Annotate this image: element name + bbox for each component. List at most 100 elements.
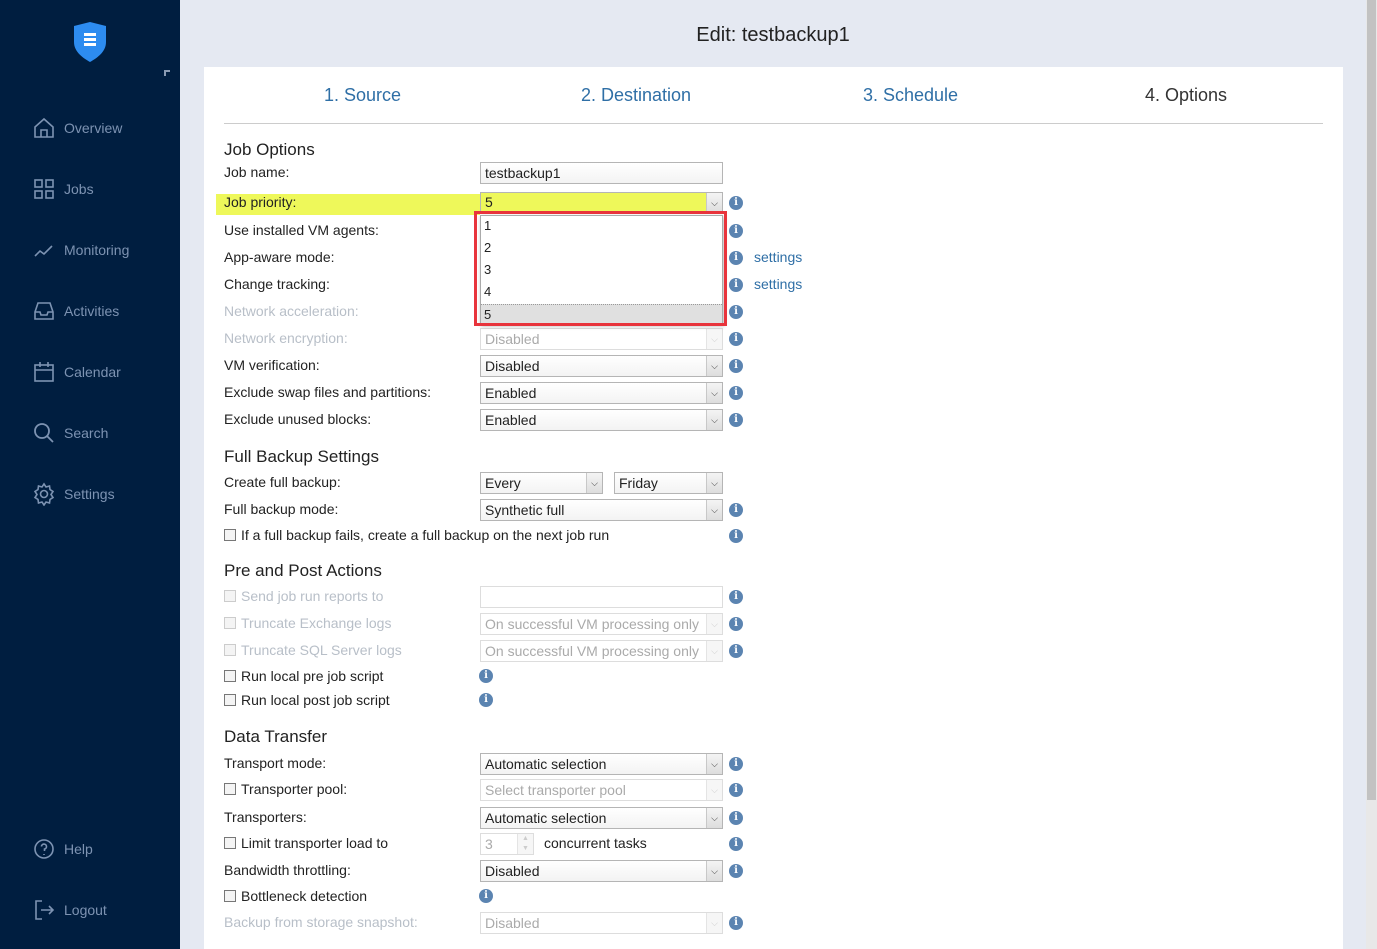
if-a-full-backup-fails-create-a-full-backup-on-the-next-job-run-label[interactable]: If a full backup fails, create a full ba… bbox=[224, 527, 609, 543]
label-text: Truncate SQL Server logs bbox=[241, 642, 402, 658]
if-a-full-backup-fails-create-a-full-backup-on-the-next-job-run-checkbox[interactable] bbox=[224, 529, 236, 541]
info-icon[interactable]: i bbox=[729, 837, 743, 851]
send-job-run-reports-to-checkbox[interactable] bbox=[224, 590, 236, 602]
run-local-post-job-script-checkbox[interactable] bbox=[224, 694, 236, 706]
bottleneck-detection-label[interactable]: Bottleneck detection bbox=[224, 888, 367, 904]
sidebar-item-logout[interactable]: Logout bbox=[32, 898, 107, 922]
info-icon[interactable]: i bbox=[479, 669, 493, 683]
info-icon[interactable]: i bbox=[729, 757, 743, 771]
info-icon[interactable]: i bbox=[729, 864, 743, 878]
limit-transporter-load-to-checkbox[interactable] bbox=[224, 837, 236, 849]
section-data-transfer: Data Transfer bbox=[224, 727, 327, 746]
app-aware-mode-settings-link[interactable]: settings bbox=[754, 249, 802, 265]
label-text: Run local pre job script bbox=[241, 668, 384, 684]
send-job-run-reports-to-label[interactable]: Send job run reports to bbox=[224, 588, 383, 604]
priority-option[interactable]: 2 bbox=[484, 240, 492, 255]
scrollbar-thumb[interactable] bbox=[1367, 0, 1376, 800]
bottleneck-detection-checkbox[interactable] bbox=[224, 890, 236, 902]
transporter-pool-label[interactable]: Transporter pool: bbox=[224, 781, 347, 797]
collapse-sidebar-icon[interactable] bbox=[164, 70, 170, 76]
truncate-exchange-logs-label[interactable]: Truncate Exchange logs bbox=[224, 615, 391, 631]
sidebar-item-search[interactable]: Search bbox=[32, 421, 108, 445]
job-name-input[interactable]: testbackup1 bbox=[480, 162, 723, 184]
change-tracking-settings-link[interactable]: settings bbox=[754, 276, 802, 292]
info-icon[interactable]: i bbox=[479, 889, 493, 903]
transporter-pool-select[interactable]: Select transporter pool ⌵ bbox=[480, 779, 723, 801]
limit-transporter-load-to-stepper[interactable]: 3 ▲ ▼ bbox=[480, 833, 534, 855]
home-icon bbox=[34, 117, 54, 138]
backup-from-storage-snapshot-select[interactable]: Disabled ⌵ bbox=[480, 912, 723, 934]
logo-shield-icon bbox=[74, 22, 106, 62]
full-backup-mode-select[interactable]: Synthetic full ⌵ bbox=[480, 499, 723, 521]
info-icon[interactable]: i bbox=[729, 196, 743, 210]
truncate-sql-server-logs-label[interactable]: Truncate SQL Server logs bbox=[224, 642, 402, 658]
tab-schedule[interactable]: 3. Schedule bbox=[863, 85, 959, 105]
stepper-arrows-icon: ▲ ▼ bbox=[517, 834, 533, 854]
info-icon[interactable]: i bbox=[729, 503, 743, 517]
exclude-swap-files-and-partitions-select[interactable]: Enabled ⌵ bbox=[480, 382, 723, 404]
select-value: Friday bbox=[619, 475, 658, 491]
link-text: settings bbox=[754, 276, 803, 292]
label-text: Transporter pool: bbox=[241, 781, 348, 797]
info-icon[interactable]: i bbox=[729, 617, 743, 631]
info-icon[interactable]: i bbox=[729, 278, 743, 292]
run-local-pre-job-script-label[interactable]: Run local pre job script bbox=[224, 668, 383, 684]
limit-transporter-load-to-label[interactable]: Limit transporter load to bbox=[224, 835, 388, 851]
chevron-down-icon: ⌵ bbox=[706, 383, 722, 403]
truncate-sql-server-logs-select[interactable]: On successful VM processing only ⌵ bbox=[480, 640, 723, 662]
exclude-unused-blocks-select[interactable]: Enabled ⌵ bbox=[480, 409, 723, 431]
bandwidth-throttling-select[interactable]: Disabled ⌵ bbox=[480, 860, 723, 882]
create-full-backup-day-select[interactable]: Friday ⌵ bbox=[614, 472, 723, 494]
info-icon[interactable]: i bbox=[729, 224, 743, 238]
info-icon[interactable]: i bbox=[729, 386, 743, 400]
info-icon[interactable]: i bbox=[729, 590, 743, 604]
sidebar-item-monitoring[interactable]: Monitoring bbox=[32, 238, 129, 262]
label-text: Job priority: bbox=[224, 194, 297, 210]
label-text: If a full backup fails, create a full ba… bbox=[241, 527, 610, 543]
tab-options[interactable]: 4. Options bbox=[1145, 85, 1228, 105]
chevron-down-icon: ⌵ bbox=[706, 780, 722, 800]
info-icon[interactable]: i bbox=[729, 644, 743, 658]
info-icon[interactable]: i bbox=[729, 251, 743, 265]
priority-option[interactable]: 3 bbox=[484, 262, 492, 277]
sidebar-item-label: Activities bbox=[64, 303, 120, 319]
run-local-post-job-script-label[interactable]: Run local post job script bbox=[224, 692, 390, 708]
vm-verification-label: VM verification: bbox=[224, 357, 320, 373]
transport-mode-select[interactable]: Automatic selection ⌵ bbox=[480, 753, 723, 775]
priority-option[interactable]: 5 bbox=[481, 304, 722, 326]
run-local-pre-job-script-checkbox[interactable] bbox=[224, 670, 236, 682]
sidebar-item-calendar[interactable]: Calendar bbox=[32, 360, 121, 384]
priority-option[interactable]: 1 bbox=[484, 218, 492, 233]
chevron-down-icon: ⌵ bbox=[706, 473, 722, 493]
priority-option[interactable]: 4 bbox=[484, 284, 492, 299]
chevron-down-icon: ⌵ bbox=[706, 500, 722, 520]
info-icon[interactable]: i bbox=[729, 413, 743, 427]
transporter-pool-checkbox[interactable] bbox=[224, 783, 236, 795]
info-icon[interactable]: i bbox=[479, 693, 493, 707]
vm-verification-select[interactable]: Disabled ⌵ bbox=[480, 355, 723, 377]
info-icon[interactable]: i bbox=[729, 305, 743, 319]
tab-destination[interactable]: 2. Destination bbox=[581, 85, 692, 105]
sidebar-item-settings[interactable]: Settings bbox=[32, 482, 115, 506]
tab-source[interactable]: 1. Source bbox=[324, 85, 402, 105]
transporters-select[interactable]: Automatic selection ⌵ bbox=[480, 807, 723, 829]
info-icon[interactable]: i bbox=[729, 783, 743, 797]
chevron-down-icon: ⌵ bbox=[706, 410, 722, 430]
info-icon[interactable]: i bbox=[729, 359, 743, 373]
info-icon[interactable]: i bbox=[729, 332, 743, 346]
truncate-sql-server-logs-checkbox[interactable] bbox=[224, 644, 236, 656]
sidebar-item-jobs[interactable]: Jobs bbox=[32, 177, 94, 201]
info-icon[interactable]: i bbox=[729, 916, 743, 930]
label-text: Change tracking: bbox=[224, 276, 330, 292]
truncate-exchange-logs-select[interactable]: On successful VM processing only ⌵ bbox=[480, 613, 723, 635]
info-icon[interactable]: i bbox=[729, 811, 743, 825]
send-job-run-reports-to-input[interactable] bbox=[480, 586, 723, 608]
create-full-backup-select[interactable]: Every ⌵ bbox=[480, 472, 603, 494]
network-encryption-select[interactable]: Disabled ⌵ bbox=[480, 328, 723, 350]
info-icon[interactable]: i bbox=[729, 529, 743, 543]
sidebar-item-overview[interactable]: Overview bbox=[32, 116, 122, 140]
sidebar-item-help[interactable]: Help bbox=[32, 837, 93, 861]
select-value: Select transporter pool bbox=[485, 782, 626, 798]
sidebar-item-activities[interactable]: Activities bbox=[32, 299, 119, 323]
truncate-exchange-logs-checkbox[interactable] bbox=[224, 617, 236, 629]
